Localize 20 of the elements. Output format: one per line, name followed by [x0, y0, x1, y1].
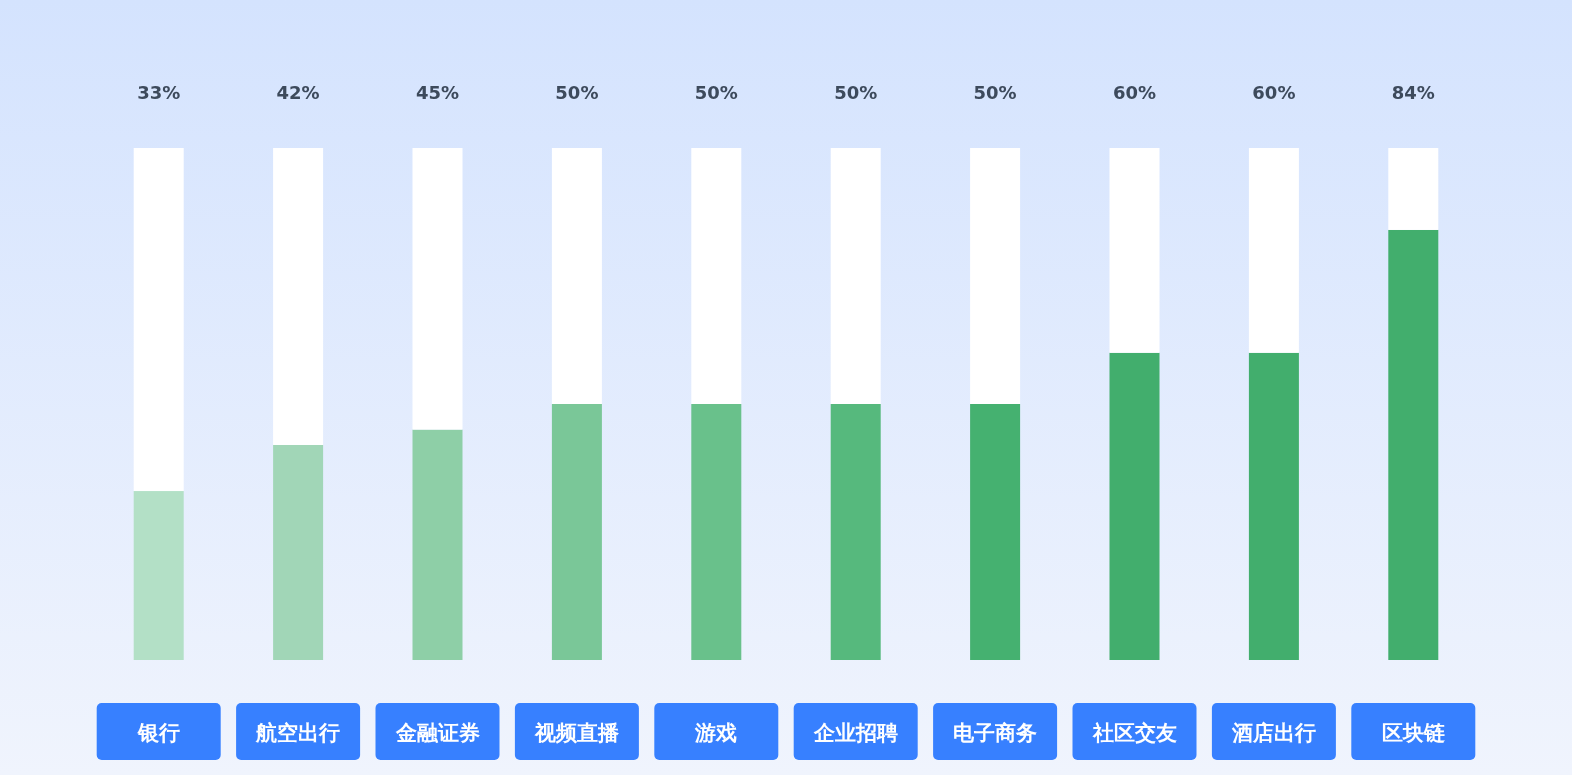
data-label: 60%	[1252, 82, 1296, 103]
data-label: 50%	[834, 82, 878, 103]
data-label: 50%	[694, 82, 738, 103]
data-label: 50%	[555, 82, 599, 103]
data-label: 60%	[1112, 82, 1157, 103]
x-tick-label: 游戏	[694, 721, 738, 745]
x-tick-label: 银行	[136, 721, 180, 745]
data-label: 50%	[973, 82, 1017, 103]
x-tick-label: 区块链	[1381, 721, 1446, 745]
x-tick-label: 视频直播	[533, 721, 620, 745]
x-tick-label: 电子商务	[953, 721, 1038, 745]
x-tick-label: 金融证券	[394, 721, 480, 745]
x-tick-label: 航空出行	[255, 721, 341, 745]
data-label: 42%	[276, 82, 320, 103]
x-tick-label: 酒店出行	[1230, 721, 1316, 745]
x-tick-label: 社区交友	[1091, 721, 1177, 745]
data-label: 45%	[415, 82, 460, 103]
data-label: 33%	[137, 82, 181, 103]
data-label: 84%	[1391, 82, 1435, 103]
x-tick-label: 企业招聘	[812, 721, 898, 745]
